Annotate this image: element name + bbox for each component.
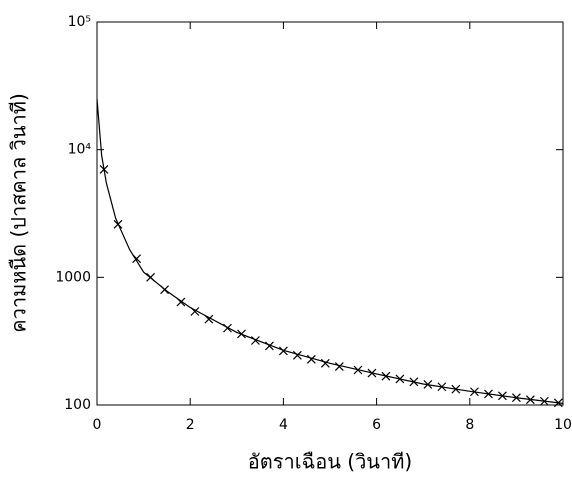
x-tick-label: 8 [465, 417, 474, 433]
x-tick-label: 4 [279, 417, 288, 433]
y-axis-label: ความหนืด (ปาสคาล วินาที) [7, 93, 31, 333]
data-marker [251, 336, 260, 345]
x-tick-label: 2 [186, 417, 195, 433]
y-tick-label: 100 [64, 397, 91, 413]
x-tick-label: 0 [93, 417, 102, 433]
y-tick-label: 10⁵ [68, 14, 91, 30]
y-tick-label: 1000 [55, 269, 91, 285]
plot-frame [96, 21, 564, 406]
data-marker [264, 341, 274, 351]
data-marker [334, 362, 344, 371]
data-marker [292, 350, 302, 360]
data-line [96, 98, 564, 404]
x-axis-label: อัตราเฉือน (วินาที) [248, 450, 412, 474]
x-tick-label: 10 [554, 417, 572, 433]
x-tick-label: 6 [372, 417, 381, 433]
data-marker [278, 346, 288, 356]
y-tick-label: 10⁴ [68, 142, 92, 158]
data-marker [320, 358, 330, 368]
data-marker [306, 354, 316, 364]
